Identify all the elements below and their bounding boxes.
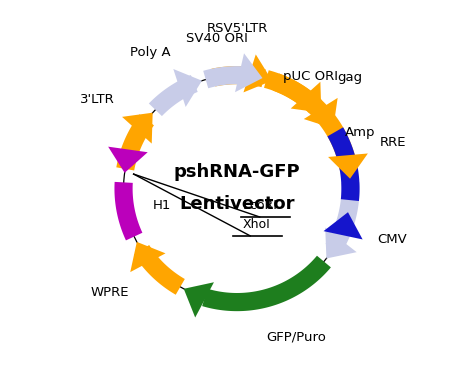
Polygon shape [325,227,356,258]
Text: pshRNA-GFP: pshRNA-GFP [173,163,301,181]
Text: WPRE: WPRE [91,286,129,299]
Polygon shape [114,182,142,240]
Text: pUC ORI: pUC ORI [283,70,338,83]
Text: RSV5'LTR: RSV5'LTR [206,22,268,35]
Polygon shape [273,74,322,114]
Polygon shape [202,256,331,311]
Text: XhoI: XhoI [243,218,271,231]
Polygon shape [134,245,185,295]
Text: SV40 ORI: SV40 ORI [186,32,247,45]
Text: Amp: Amp [346,126,376,139]
Polygon shape [264,70,333,124]
Polygon shape [108,147,148,173]
Polygon shape [328,154,368,179]
Polygon shape [130,242,165,272]
Text: 3'LTR: 3'LTR [80,93,115,106]
Polygon shape [244,54,272,93]
Text: H1: H1 [153,199,171,212]
Polygon shape [116,114,154,170]
Text: gag: gag [337,71,362,84]
Polygon shape [304,98,337,128]
Polygon shape [235,53,263,92]
Polygon shape [149,75,198,116]
Text: RRE: RRE [380,136,406,149]
Polygon shape [211,66,266,87]
Polygon shape [184,282,214,317]
Text: CMV: CMV [378,233,408,247]
Polygon shape [326,182,360,253]
Text: Poly A: Poly A [130,46,171,59]
Polygon shape [173,69,202,107]
Polygon shape [122,113,153,144]
Polygon shape [328,127,360,201]
Text: EcoRI: EcoRI [243,199,278,213]
Text: Lentivector: Lentivector [179,195,295,213]
Polygon shape [324,212,363,239]
Polygon shape [203,66,255,88]
Text: GFP/Puro: GFP/Puro [266,330,326,343]
Polygon shape [291,82,321,113]
Polygon shape [317,110,357,170]
